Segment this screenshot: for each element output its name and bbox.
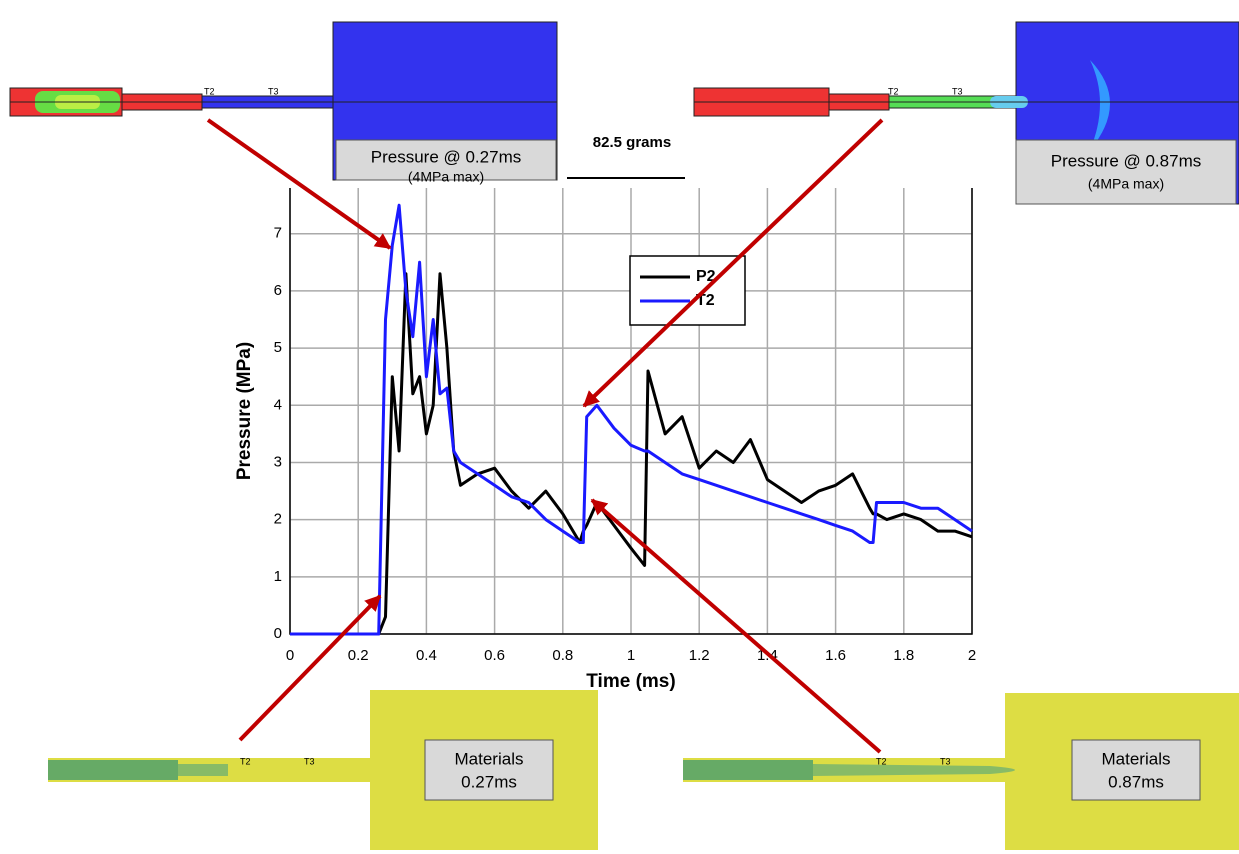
panel-caption: (4MPa max) [408, 169, 484, 185]
y-tick-label: 3 [274, 453, 282, 470]
mass-label: 82.5 grams [593, 134, 671, 151]
sensor-label: T3 [268, 86, 279, 96]
panel-caption: Pressure @ 0.87ms [1051, 151, 1201, 170]
x-tick-label: 2 [968, 647, 976, 664]
x-tick-label: 0.8 [552, 647, 573, 664]
y-tick-label: 6 [274, 282, 282, 299]
panel-caption: 0.27ms [461, 772, 517, 791]
y-tick-label: 5 [274, 339, 282, 356]
sim-materials-027: Materials 0.27ms T2 T3 [48, 690, 598, 850]
panel-caption: Pressure @ 0.27ms [371, 147, 521, 166]
sensor-label: T3 [304, 756, 315, 766]
x-axis-label: Time (ms) [586, 671, 675, 692]
x-tick-label: 1.8 [893, 647, 914, 664]
sensor-label: T2 [876, 756, 887, 766]
page: Pressure @ 0.27ms (4MPa max) T2 T3 Press… [0, 0, 1239, 854]
chart-background [218, 188, 1000, 685]
sensor-label: T2 [240, 756, 251, 766]
sim-pressure-027: Pressure @ 0.27ms (4MPa max) T2 T3 [10, 22, 557, 185]
x-tick-label: 0.6 [484, 647, 505, 664]
panel-caption: Materials [455, 749, 524, 768]
y-axis-label: Pressure (MPa) [234, 342, 255, 480]
sim-pressure-087: Pressure @ 0.87ms (4MPa max) T2 T3 [694, 22, 1239, 204]
x-tick-label: 0.4 [416, 647, 437, 664]
sim-materials-087: Materials 0.87ms T2 T3 [683, 693, 1239, 850]
y-tick-label: 2 [274, 511, 282, 528]
x-tick-label: 1.2 [689, 647, 710, 664]
x-tick-label: 1 [627, 647, 635, 664]
panel-caption: (4MPa max) [1088, 176, 1164, 192]
y-tick-label: 1 [274, 568, 282, 585]
sensor-label: T2 [888, 86, 899, 96]
sensor-label: T3 [952, 86, 963, 96]
x-tick-label: 0 [286, 647, 294, 664]
panel-caption: 0.87ms [1108, 772, 1164, 791]
x-tick-label: 0.2 [348, 647, 369, 664]
panel-caption: Materials [1102, 749, 1171, 768]
sensor-label: T3 [940, 756, 951, 766]
chart: 0123456700.20.40.60.811.21.41.61.82Time … [218, 188, 1000, 692]
y-tick-label: 4 [274, 396, 282, 413]
y-tick-label: 7 [274, 225, 282, 242]
y-tick-label: 0 [274, 625, 282, 642]
x-tick-label: 1.6 [825, 647, 846, 664]
sensor-label: T2 [204, 86, 215, 96]
